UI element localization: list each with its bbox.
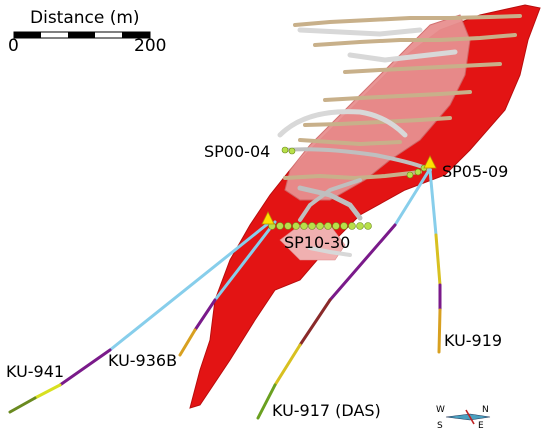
borehole-ku-941	[8, 220, 272, 414]
site-label-sp05-09: SP05-09	[442, 162, 509, 181]
decline	[297, 185, 363, 221]
drift-level-2	[313, 33, 517, 47]
scale-bar-min-label: 0	[8, 36, 19, 56]
compass-arrow-icon	[445, 413, 491, 421]
borehole-ku-941-middle	[58, 348, 112, 387]
borehole-label-ku-941: KU-941	[6, 362, 65, 381]
borehole-ku-919-lower	[437, 308, 442, 354]
scale-bar-title: Distance (m)	[30, 8, 140, 28]
ore-body-light	[284, 14, 471, 201]
site-marker-sp10-30	[261, 211, 275, 225]
drift-level-4	[323, 90, 472, 102]
crosscut	[298, 178, 362, 222]
site-label-sp00-04: SP00-04	[204, 142, 271, 161]
borehole-ku-919	[428, 168, 442, 354]
borehole-ku-941-upper	[108, 220, 272, 352]
borehole-label-ku-936b: KU-936B	[108, 351, 178, 370]
scale-bar-segment-5	[122, 32, 150, 38]
borehole-ku-936b-middle	[193, 298, 217, 332]
borehole-ku-941-lower	[8, 396, 37, 414]
borehole-ku-919-yellow	[434, 233, 442, 287]
drift-level-7	[283, 170, 422, 181]
ramp-loop	[277, 109, 408, 138]
compass-label-s: S	[437, 421, 443, 431]
borehole-ku-936b-lower	[178, 328, 197, 357]
borehole-ku-917-middle	[328, 223, 397, 302]
borehole-ku-917-upper	[393, 170, 430, 227]
ramp-mid	[347, 49, 458, 63]
scale-bar	[13, 31, 151, 39]
drift-network	[277, 14, 522, 257]
compass-label-n: N	[482, 405, 489, 415]
drift-level-3	[343, 62, 502, 74]
compass	[445, 409, 491, 425]
drift-level-5	[303, 116, 452, 127]
drift-level-1	[293, 14, 522, 27]
compass-needle-icon	[465, 409, 475, 425]
sample-markers-sp00-04	[281, 146, 296, 155]
lower-drift	[308, 246, 352, 257]
borehole-ku-917	[256, 170, 430, 420]
compass-label-w: W	[436, 405, 445, 415]
scale-bar-max-label: 200	[134, 36, 167, 56]
borehole-label-ku-919: KU-919	[444, 331, 503, 350]
borehole-ku-917-lower	[256, 383, 277, 420]
access-drift	[283, 147, 432, 172]
scale-bar-segment-1	[14, 32, 41, 38]
borehole-ku-919-upper	[428, 168, 438, 237]
borehole-ku-917-yellow	[273, 343, 302, 387]
borehole-ku-936b-upper	[213, 220, 277, 302]
borehole-ku-941-yellow	[33, 383, 62, 400]
site-marker-sp05-09	[423, 155, 437, 169]
sample-markers-sp10-30	[268, 222, 372, 230]
borehole-ku-936b	[178, 220, 277, 357]
ramp-upper	[297, 27, 423, 37]
scale-bar-segment-3	[68, 32, 95, 38]
drift-level-6	[298, 138, 402, 147]
borehole-label-ku-917: KU-917 (DAS)	[272, 401, 381, 420]
borehole-ku-917-red	[298, 298, 332, 347]
compass-label-e: E	[478, 421, 484, 431]
site-label-sp10-30: SP10-30	[284, 233, 351, 252]
